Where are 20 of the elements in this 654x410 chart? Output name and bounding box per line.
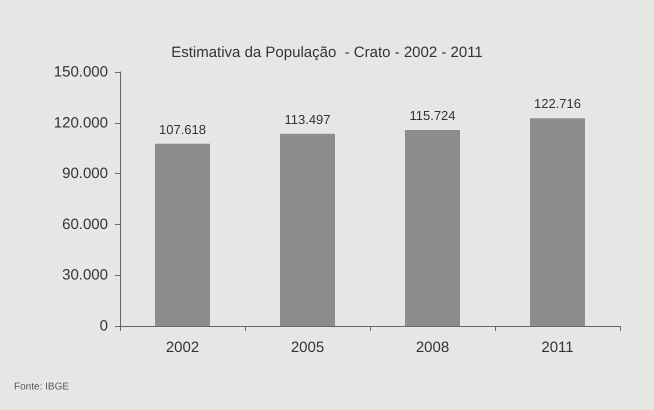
bar bbox=[530, 118, 585, 326]
x-tick-label: 2008 bbox=[416, 339, 450, 356]
y-tick-label: 30.000 bbox=[62, 266, 108, 284]
y-tick-label: 120.000 bbox=[54, 114, 108, 132]
bar bbox=[405, 130, 460, 326]
x-tick-label: 2002 bbox=[166, 339, 200, 356]
bar bbox=[280, 134, 335, 326]
x-tick-label: 2011 bbox=[541, 339, 574, 356]
y-tick-label: 60.000 bbox=[62, 216, 108, 233]
x-tick-label: 2005 bbox=[290, 339, 324, 356]
chart-title: Estimativa da População - Crato - 2002 - 2011 bbox=[171, 44, 483, 61]
y-tick-label: 0 bbox=[100, 318, 108, 334]
data-label: 113.497 bbox=[284, 112, 331, 127]
y-tick-label: 90.000 bbox=[62, 165, 108, 182]
data-label: 107.618 bbox=[159, 122, 206, 137]
bar bbox=[155, 144, 210, 326]
data-label: 122.716 bbox=[534, 96, 581, 112]
y-tick-label: 150.000 bbox=[54, 64, 108, 80]
data-label: 115.724 bbox=[409, 108, 456, 124]
source-note: Fonte: IBGE bbox=[14, 382, 70, 392]
